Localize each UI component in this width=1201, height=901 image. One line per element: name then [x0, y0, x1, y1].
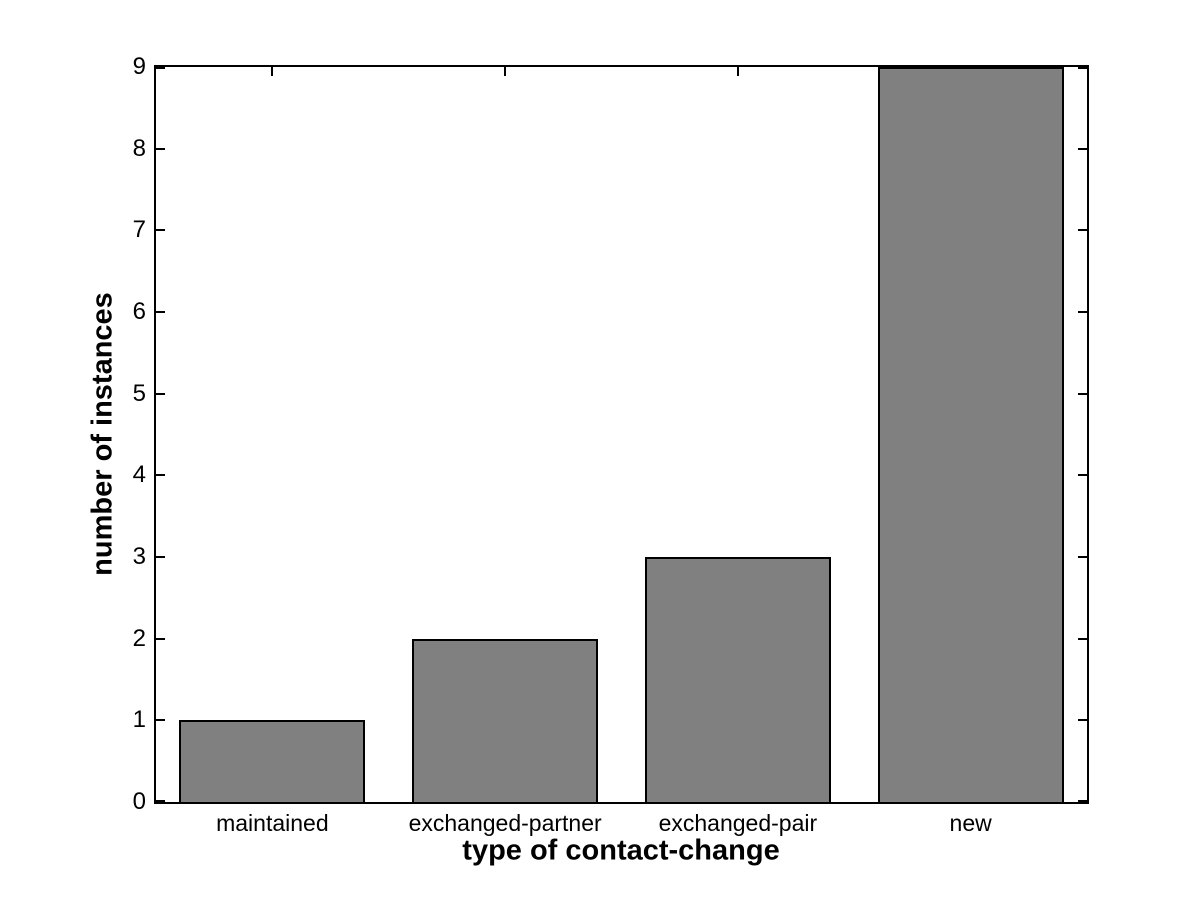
- x-tick-label: exchanged-pair: [658, 810, 818, 836]
- y-tick-label: 4: [132, 461, 146, 489]
- x-tick-top: [271, 67, 274, 76]
- y-tick-label: 8: [132, 134, 146, 162]
- x-tick-top: [504, 67, 507, 76]
- y-tick-right: [1078, 474, 1087, 477]
- x-tick-label: exchanged-partner: [408, 810, 602, 836]
- y-tick-left: [156, 67, 165, 69]
- y-axis-label: number of instances: [86, 292, 119, 576]
- y-tick-label: 9: [132, 53, 146, 80]
- y-tick-left: [156, 229, 165, 232]
- bar-exchanged-pair: [644, 557, 831, 802]
- y-tick-right: [1078, 719, 1087, 722]
- y-tick-label: 6: [132, 298, 146, 325]
- y-tick-label: 2: [132, 624, 146, 652]
- y-tick-right: [1078, 392, 1087, 395]
- y-tick-right: [1078, 637, 1087, 640]
- y-tick-label: 5: [132, 379, 146, 407]
- y-tick-left: [156, 311, 165, 313]
- y-tick-label: 1: [132, 706, 146, 734]
- x-tick-label: maintained: [216, 810, 329, 836]
- bar-exchanged-partner: [412, 638, 599, 802]
- y-tick-right: [1078, 229, 1087, 232]
- y-tick-left: [156, 556, 165, 558]
- y-tick-left: [156, 800, 165, 802]
- bar-new: [877, 67, 1064, 802]
- y-tick-label: 0: [132, 788, 146, 815]
- bar-maintained: [179, 720, 366, 802]
- x-tick-label: new: [949, 810, 992, 836]
- y-tick-right: [1078, 556, 1087, 558]
- y-tick-right: [1078, 147, 1087, 150]
- y-tick-left: [156, 392, 165, 395]
- y-tick-left: [156, 474, 165, 477]
- x-axis-label: type of contact-change: [462, 834, 780, 867]
- y-tick-right: [1078, 800, 1087, 802]
- y-tick-right: [1078, 67, 1087, 69]
- plot-area: [154, 65, 1089, 804]
- x-tick-top: [736, 67, 739, 76]
- y-tick-label: 3: [132, 543, 146, 570]
- y-tick-left: [156, 637, 165, 640]
- y-tick-right: [1078, 311, 1087, 313]
- y-tick-label: 7: [132, 216, 146, 244]
- y-tick-left: [156, 719, 165, 722]
- y-tick-left: [156, 147, 165, 150]
